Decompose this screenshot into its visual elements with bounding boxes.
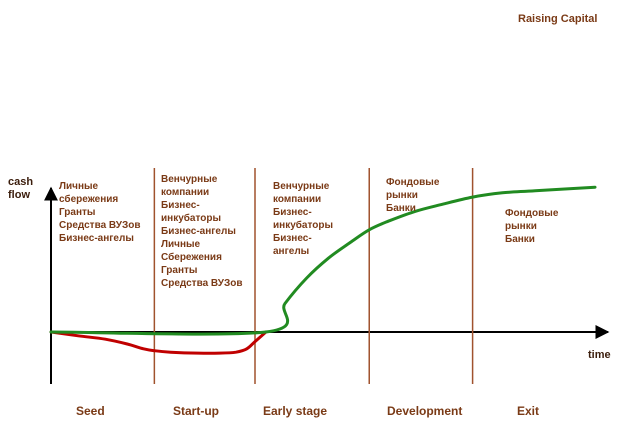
annotation-line: компании: [273, 194, 322, 205]
stage-label-exit: Exit: [517, 404, 540, 418]
y-axis-label: cash flow: [8, 176, 33, 202]
annotation-seed: Личные сбережения Гранты Средства ВУЗов Бизн…: [59, 180, 141, 245]
annotation-line: ангелы: [273, 246, 310, 257]
cash-flow-curve: [49, 185, 597, 355]
annotation-line: Бизнес-ангелы: [59, 233, 134, 244]
annotation-line: Фондовые: [505, 208, 559, 219]
annotation-line: Банки: [505, 234, 535, 245]
annotation-line: компании: [161, 187, 210, 198]
annotation-line: Гранты: [59, 207, 96, 218]
annotation-line: Бизнес-: [273, 233, 312, 244]
annotation-line: Сбережения: [161, 252, 222, 263]
stage-label-start-up: Start-up: [173, 404, 219, 418]
curve-positive-segment: [49, 185, 597, 336]
annotation-line: Средства ВУЗов: [161, 278, 243, 289]
annotation-line: Банки: [386, 203, 416, 214]
annotation-line: Личные: [59, 181, 99, 192]
annotation-development: Фондовые рынки Банки: [386, 176, 439, 215]
annotation-line: Венчурные: [273, 181, 330, 192]
annotation-line: инкубаторы: [161, 213, 222, 224]
stage-label-early-stage: Early stage: [263, 404, 328, 418]
chart-title: Raising Capital: [518, 13, 598, 25]
annotation-start-up: Венчурные компании Бизнес-инкубаторы Бизнес…: [161, 173, 243, 290]
stage-dividers: [153, 168, 474, 384]
annotation-exit: Фондовые рынки Банки: [505, 207, 558, 246]
annotation-line: рынки: [386, 190, 418, 201]
annotation-line: сбережения: [59, 194, 119, 205]
annotation-line: Гранты: [161, 265, 198, 276]
annotation-line: Личные: [161, 239, 201, 250]
stage-label-development: Development: [387, 404, 463, 418]
annotation-line: Бизнес-: [161, 200, 200, 211]
annotation-line: Бизнес-: [273, 207, 312, 218]
annotation-line: Венчурные: [161, 174, 218, 185]
annotation-line: Средства ВУЗов: [59, 220, 141, 231]
y-axis-label-line-1: cash: [8, 176, 34, 188]
stage-label-seed: Seed: [76, 404, 105, 418]
annotation-line: инкубаторы: [273, 220, 334, 231]
annotation-line: Фондовые: [386, 177, 440, 188]
y-axis-label-line-2: flow: [8, 189, 30, 201]
annotation-early-stage: Венчурные компании Бизнес-инкубаторы Бизнес…: [273, 180, 333, 258]
annotation-line: Бизнес-ангелы: [161, 226, 236, 237]
annotation-line: рынки: [505, 221, 537, 232]
x-axis-label: time: [588, 349, 611, 361]
curve-negative-segment: [49, 330, 268, 355]
